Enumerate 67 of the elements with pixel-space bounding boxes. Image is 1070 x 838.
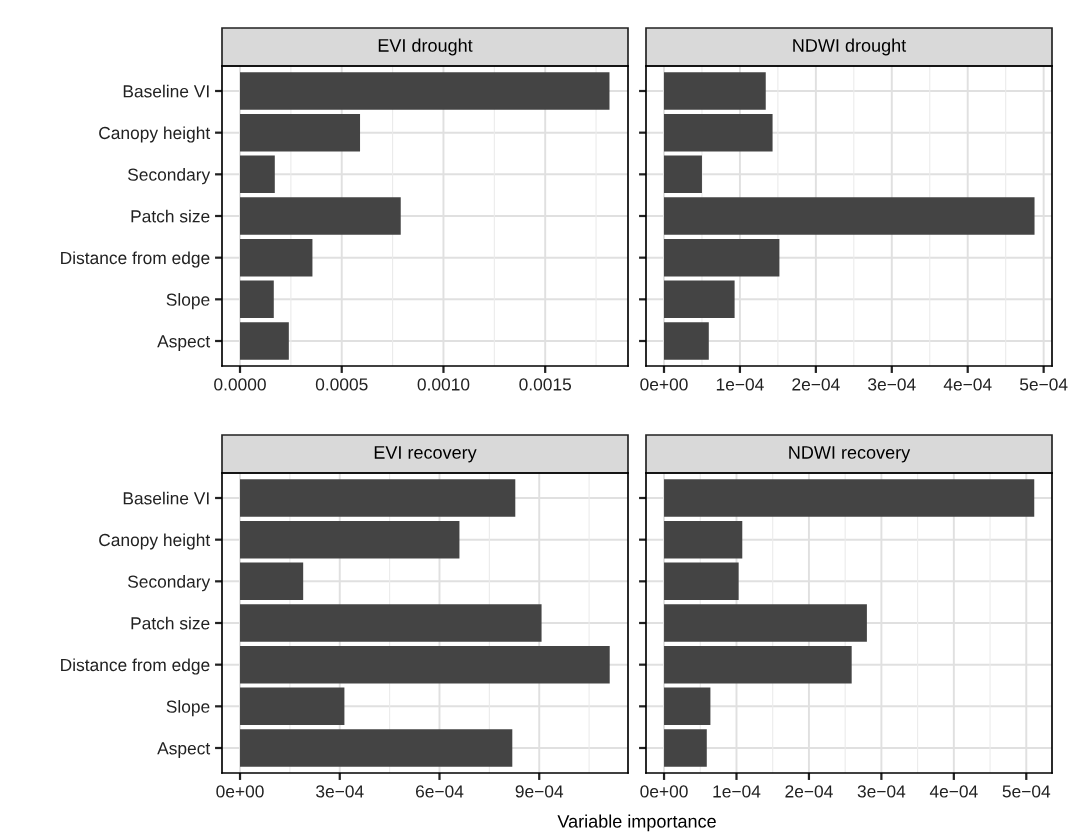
bar: [664, 729, 707, 767]
bar: [664, 604, 867, 642]
x-tick-label: 1e−04: [716, 378, 764, 391]
x-tick-label: 5e−04: [1002, 785, 1051, 798]
y-tick-label: Aspect: [157, 335, 211, 351]
y-tick-label: Aspect: [157, 742, 211, 758]
bar: [240, 562, 304, 601]
bar: [664, 197, 1035, 235]
bar: [664, 520, 743, 559]
y-tick-label: Distance from edge: [61, 251, 210, 268]
bar: [240, 113, 361, 152]
bar: [240, 322, 289, 360]
chart-title: NDWI drought: [793, 38, 907, 56]
bar: [240, 520, 460, 559]
x-tick-label: 0e+00: [640, 785, 688, 798]
x-tick-label: 3e−04: [868, 378, 916, 391]
x-tick-label: 1e−04: [713, 785, 761, 798]
x-tick-label: 3e−04: [316, 785, 364, 798]
bar: [664, 479, 1035, 517]
chart-title: EVI drought: [378, 38, 473, 56]
x-tick-label: 0e+00: [640, 378, 688, 391]
x-tick-label: 6e−04: [416, 785, 464, 798]
y-tick-label: Slope: [166, 293, 210, 310]
x-tick-label: 0.0005: [315, 378, 368, 391]
chart-title: NDWI recovery: [789, 446, 911, 463]
bar: [240, 687, 345, 726]
x-tick-label: 4e−04: [929, 785, 978, 798]
y-tick-label: Canopy height: [99, 126, 211, 143]
x-tick-label: 5e−04: [1019, 378, 1068, 391]
x-tick-label: 0.0010: [417, 378, 470, 391]
bar: [664, 322, 709, 360]
x-tick-label: 0.0015: [519, 378, 572, 391]
bar: [664, 562, 739, 601]
y-tick-label: Secondary: [127, 575, 211, 592]
bar: [664, 687, 711, 726]
x-tick-label: 3e−04: [857, 785, 906, 798]
bar: [240, 479, 516, 517]
y-tick-label: Patch size: [131, 616, 210, 630]
bar: [664, 645, 852, 684]
bar: [240, 238, 313, 277]
x-tick-label: 0e+00: [216, 785, 264, 798]
bar: [240, 197, 401, 235]
y-tick-label: Patch size: [131, 209, 210, 223]
y-tick-label: Distance from edge: [61, 658, 210, 675]
bar: [240, 645, 610, 684]
x-axis-title: Variable importance: [557, 814, 716, 832]
bar: [664, 155, 702, 194]
bar: [240, 72, 610, 110]
bar: [240, 729, 513, 767]
bar: [664, 280, 735, 319]
y-tick-label: Baseline VI: [123, 84, 209, 98]
bar: [240, 280, 274, 319]
x-tick-label: 9e−04: [515, 785, 564, 798]
y-tick-label: Slope: [166, 700, 210, 717]
bar: [664, 113, 773, 152]
x-tick-label: 0.0000: [214, 378, 266, 391]
bar: [664, 72, 766, 110]
y-tick-label: Canopy height: [99, 533, 211, 550]
x-tick-label: 2e−04: [785, 785, 833, 798]
x-tick-label: 2e−04: [792, 378, 840, 391]
x-tick-label: 4e−04: [943, 378, 992, 391]
y-tick-label: Baseline VI: [123, 491, 209, 505]
y-tick-label: Secondary: [127, 168, 211, 185]
chart-title: EVI recovery: [374, 446, 477, 463]
bar: [240, 604, 542, 642]
bar: [240, 155, 275, 194]
bar: [664, 238, 780, 277]
